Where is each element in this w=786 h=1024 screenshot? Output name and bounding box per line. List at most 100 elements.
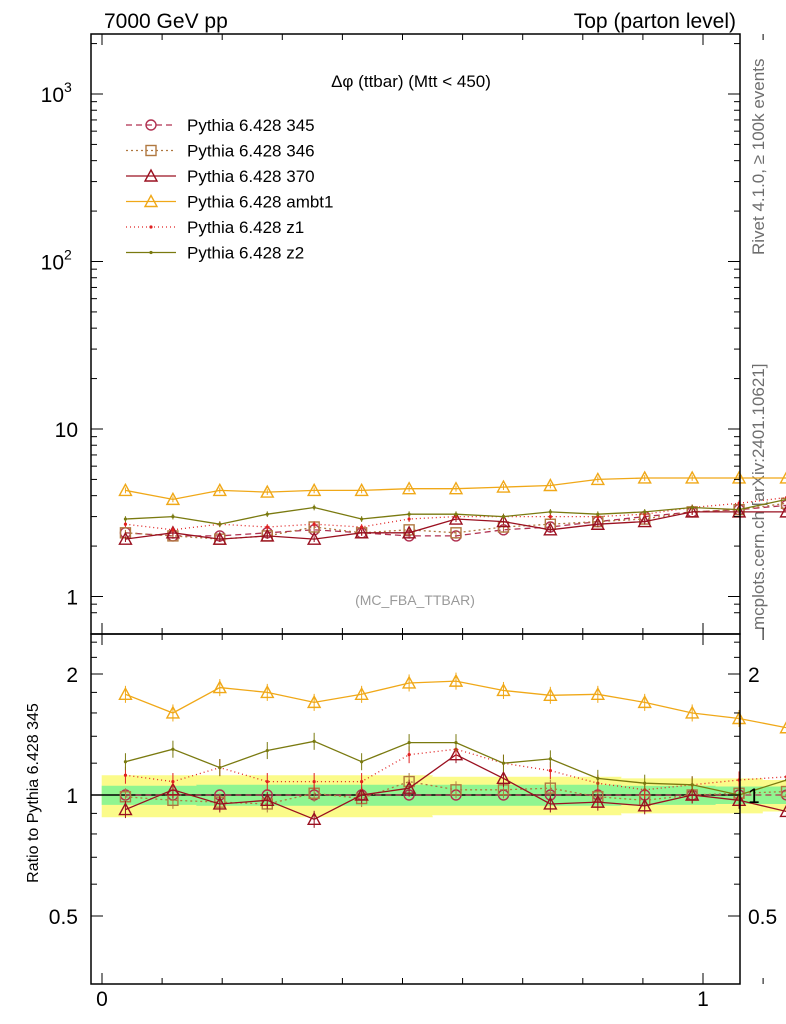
ratio-point (212, 680, 227, 694)
ratio-point (354, 787, 369, 801)
data-point (548, 510, 552, 514)
data-point (780, 497, 786, 510)
ratio-point (407, 753, 411, 757)
data-point (450, 527, 462, 539)
y-tick-label-top: 1 (66, 587, 78, 610)
data-point (306, 482, 322, 497)
data-point (448, 511, 464, 525)
y-tick-label-ratio-right: 2 (748, 664, 760, 687)
data-point (118, 482, 133, 497)
ratio-point (312, 779, 316, 784)
data-point (123, 517, 128, 521)
ratio-point (260, 684, 275, 699)
y-tick-label-top: 10 (41, 84, 64, 107)
ratio-point (590, 794, 606, 808)
series-1 (119, 499, 786, 542)
ratio-point (544, 782, 557, 794)
ratio-point (165, 782, 181, 796)
ratio-point (596, 776, 600, 780)
data-point (265, 525, 269, 529)
header-right: Top (parton level) (574, 10, 736, 33)
data-point (501, 514, 506, 519)
ratio-point (590, 686, 606, 701)
data-point (354, 525, 369, 539)
y-tick-label-ratio-left: 2 (66, 664, 78, 687)
x-tick-label: 1 (697, 988, 709, 1011)
data-point (123, 522, 128, 526)
ratio-point (407, 741, 411, 745)
data-point (548, 514, 552, 519)
ratio-point (354, 686, 369, 701)
legend-swatch-marker (149, 250, 153, 255)
data-point (779, 471, 786, 484)
data-point (212, 482, 227, 497)
data-point (637, 514, 652, 528)
ratio-point (448, 673, 464, 687)
data-point (218, 522, 222, 526)
ratio-point (779, 721, 786, 734)
ratio-line (125, 740, 786, 796)
ratio-point (401, 675, 417, 689)
ratio-point (501, 761, 506, 765)
series-4 (118, 470, 786, 506)
data-point (685, 470, 700, 484)
data-point (260, 484, 275, 498)
ratio-point (118, 802, 133, 816)
ratio-point (779, 804, 786, 818)
series-2 (119, 497, 786, 545)
series-5 (123, 495, 786, 533)
data-point (543, 522, 558, 536)
data-point (165, 491, 181, 506)
ratio-point (165, 705, 181, 719)
ratio-point (731, 711, 747, 725)
ratio-point (212, 796, 227, 810)
legend: Pythia 6.428 345 Pythia 6.428 346 Pythia 6… (126, 116, 333, 263)
series-line (125, 511, 786, 540)
ratio-frame (90, 633, 741, 985)
ratio-series-4 (118, 672, 786, 734)
data-point (454, 512, 458, 516)
series-6 (123, 497, 786, 528)
data-point (731, 470, 747, 484)
data-point (590, 516, 606, 530)
data-point (171, 528, 175, 532)
data-point (496, 514, 511, 528)
ratio-point (731, 792, 747, 807)
ratio-point (685, 705, 700, 719)
ratio-point (171, 747, 175, 751)
series-line (125, 477, 786, 501)
legend-entry: Pythia 6.428 z2 (187, 244, 304, 263)
ratio-point (306, 811, 322, 826)
legend-entry: Pythia 6.428 370 (187, 167, 315, 186)
data-point (690, 505, 694, 510)
ratio-point (543, 687, 558, 702)
data-point (543, 478, 558, 492)
data-point (260, 528, 275, 542)
data-point (171, 514, 175, 519)
ratio-point (123, 773, 128, 777)
data-point (212, 531, 227, 545)
y-tick-label-top: 10 (41, 252, 64, 275)
data-point (265, 512, 269, 516)
data-point (496, 479, 511, 493)
legend-swatch-marker (143, 194, 159, 208)
rivet-side-label: Rivet 4.1.0, ≥ 100k events (749, 59, 768, 255)
y-tick-label-top: 10 (55, 419, 78, 442)
data-point (590, 471, 606, 486)
ratio-point (218, 765, 222, 770)
legend-entry: Pythia 6.428 345 (187, 116, 315, 135)
data-point (312, 505, 316, 510)
ratio-point (360, 779, 364, 784)
data-point (685, 504, 700, 518)
y-tick-label-top-exp: 3 (64, 79, 72, 95)
data-point (779, 505, 786, 518)
ratio-point (685, 787, 700, 801)
data-point (407, 517, 411, 521)
ratio-panel: 0 1 2 3 2 2 1 1 0.5 0.5 Ratio to Pythia 6.428 345 (25, 34, 786, 1011)
data-point (596, 512, 600, 516)
ratio-point (448, 747, 464, 761)
y-tick-label-ratio-right: 1 (748, 785, 760, 808)
data-point (643, 510, 647, 514)
ratio-point (496, 770, 511, 785)
